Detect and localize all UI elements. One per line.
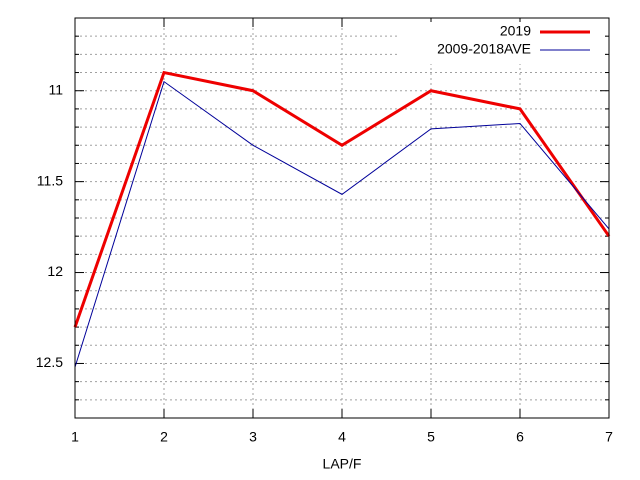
x-tick-label: 2 [160,429,168,445]
x-axis-label: LAP/F [323,456,362,472]
y-tick-label: 11.5 [37,172,63,188]
y-tick-label: 12 [47,263,63,279]
series-line [73,70,611,328]
legend-box [400,22,605,64]
x-tick-label: 3 [249,429,257,445]
x-tick-label: 6 [516,429,524,445]
plot-border [74,17,610,419]
x-tick-label: 7 [605,429,613,445]
x-tick-label: 5 [427,429,435,445]
legend-label: 2019 [500,23,531,39]
x-tick-label: 1 [71,429,79,445]
y-tick-label: 11 [48,81,63,97]
series-line [74,80,610,368]
y-tick-label: 12.5 [36,354,63,370]
x-tick-label: 4 [338,429,346,445]
legend-label: 2009-2018AVE [437,41,531,57]
